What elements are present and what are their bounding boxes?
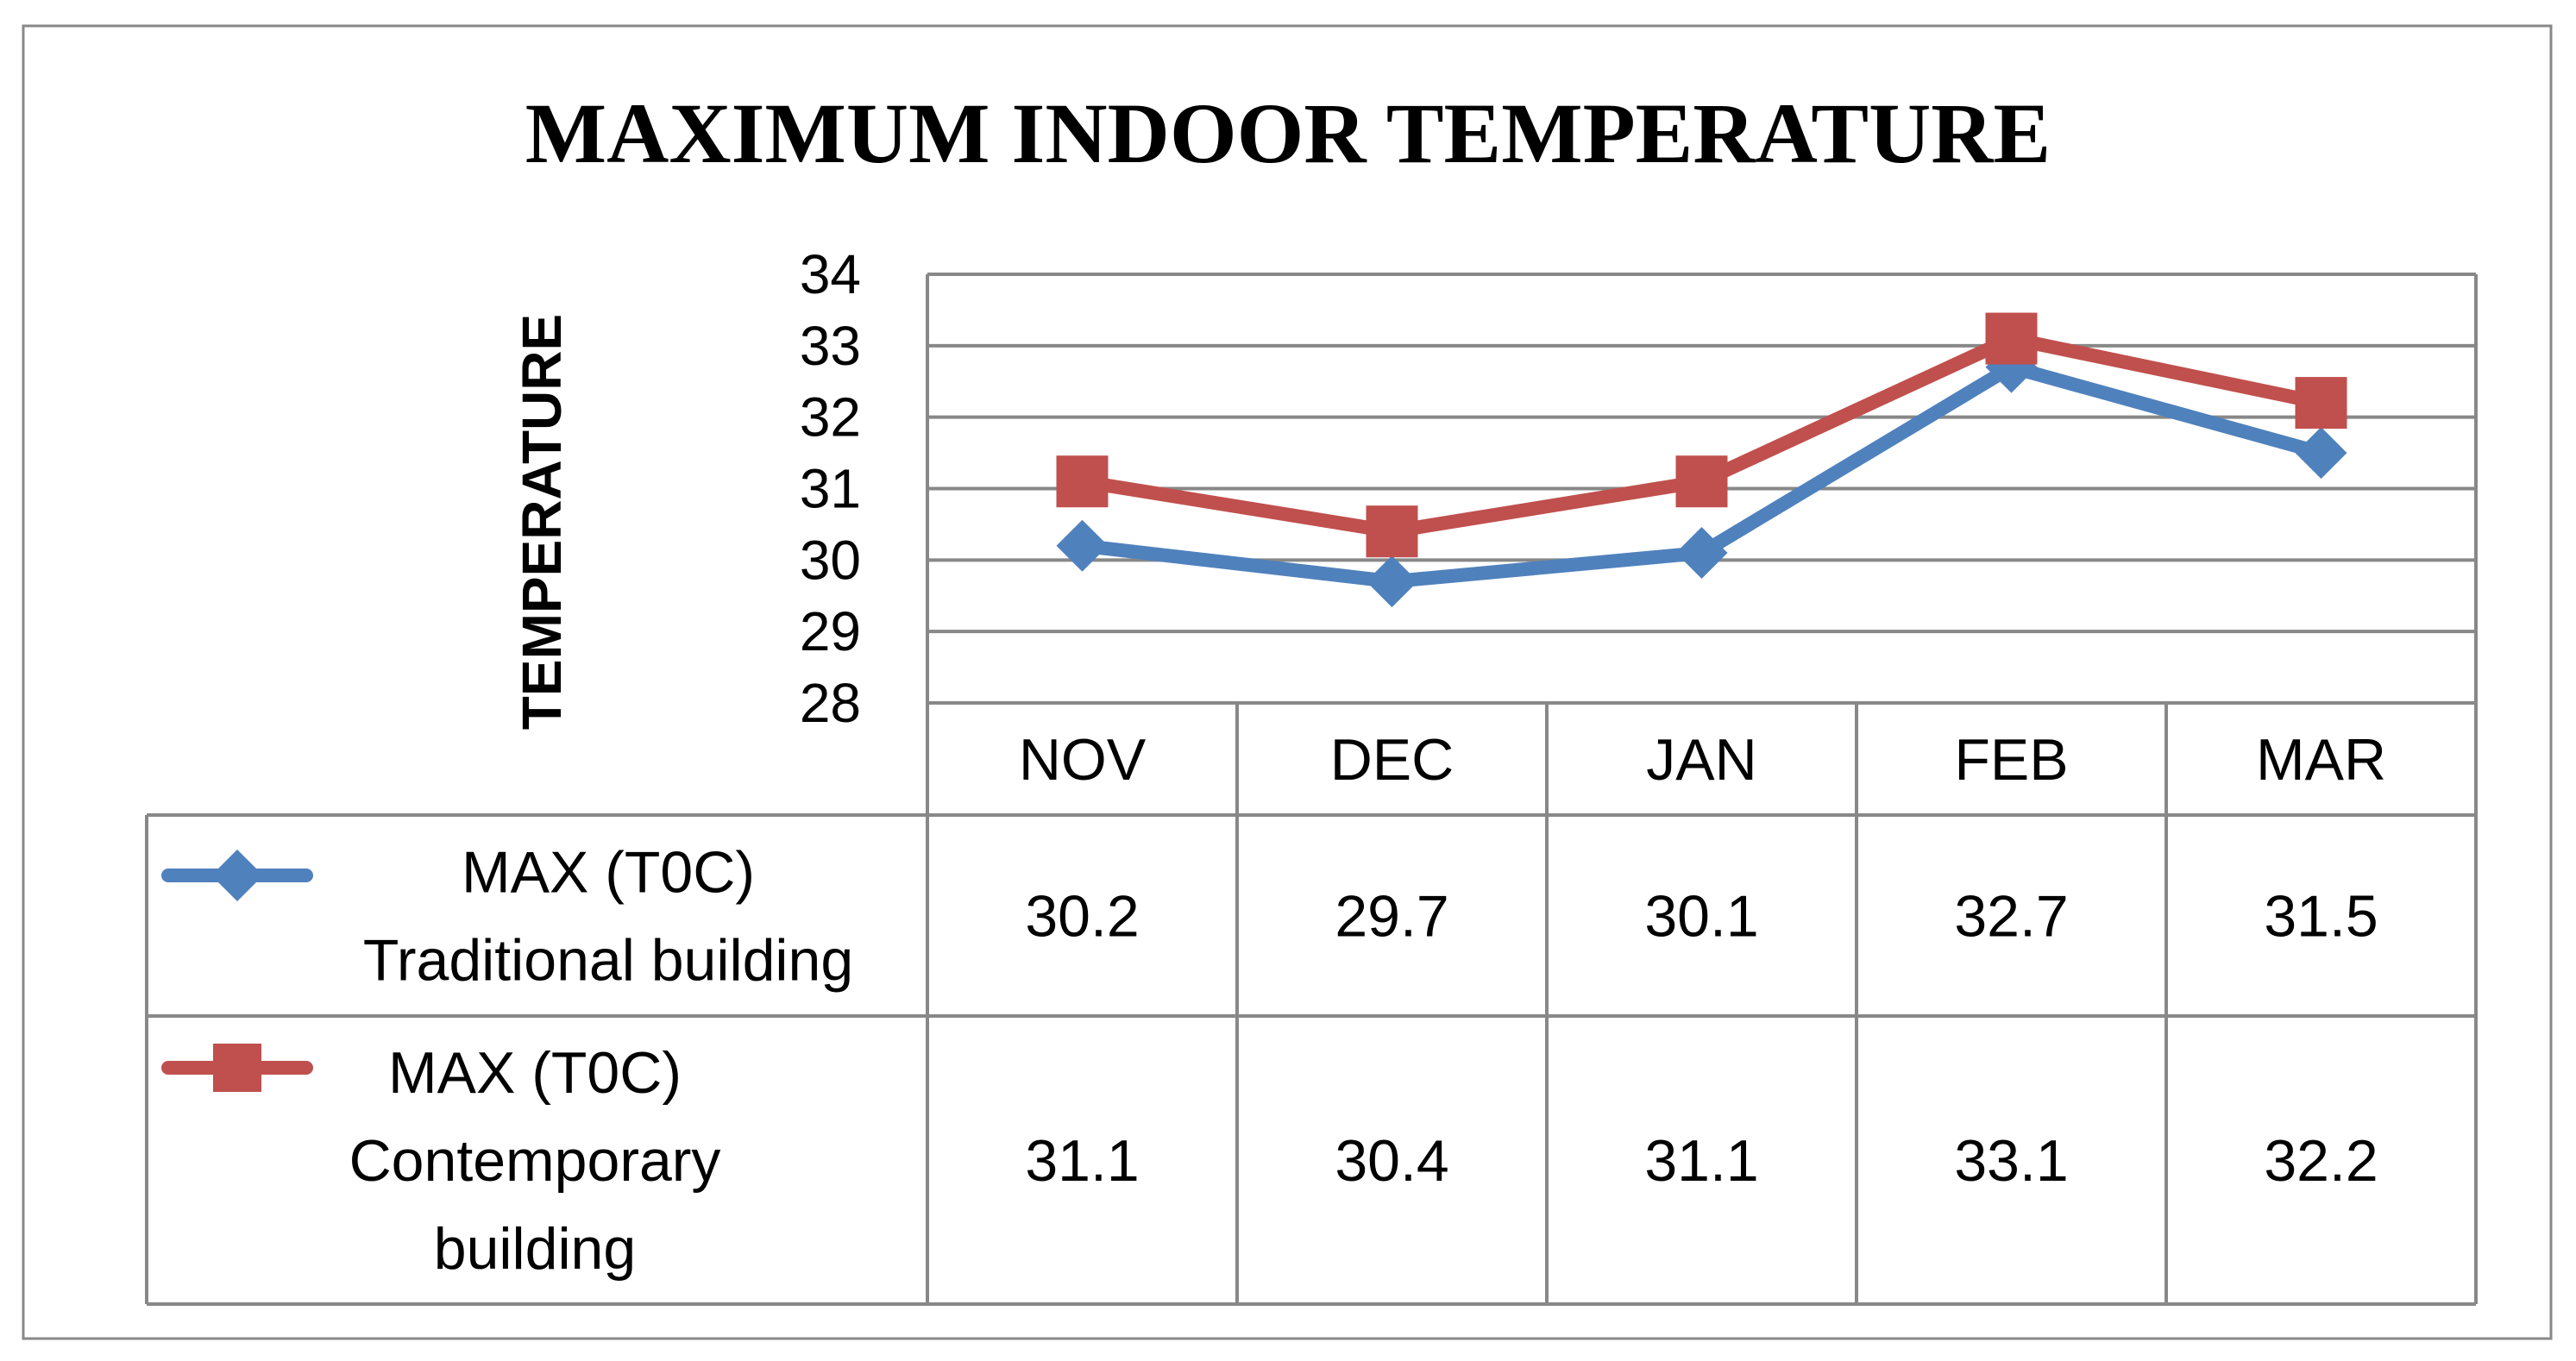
data-point-diamond <box>1056 519 1109 572</box>
category-label: DEC <box>1330 727 1454 793</box>
legend-label: Traditional building <box>363 928 853 994</box>
chart-border <box>22 24 2553 1340</box>
legend-label: Contemporary <box>349 1128 721 1194</box>
y-tick-label: 28 <box>800 672 861 734</box>
y-tick-label: 32 <box>800 386 861 448</box>
data-table-value: 31.1 <box>1025 1128 1139 1194</box>
y-tick-label: 34 <box>800 243 861 305</box>
data-table-value: 30.4 <box>1335 1128 1448 1194</box>
category-label: FEB <box>1954 727 2068 793</box>
legend-label: building <box>434 1216 636 1282</box>
category-label: MAR <box>2256 727 2386 793</box>
data-point-square <box>1366 505 1418 558</box>
legend-label: MAX (T0C) <box>462 840 755 906</box>
category-label: JAN <box>1646 727 1756 793</box>
data-point-diamond <box>1675 527 1728 580</box>
data-point-square <box>2295 377 2347 430</box>
legend-key-diamond-marker <box>211 850 263 901</box>
legend-label: MAX (T0C) <box>388 1040 682 1106</box>
y-axis-ticks: 28 29 30 31 32 33 34 <box>800 243 861 734</box>
chart-title: MAXIMUM INDOOR TEMPERATURE <box>525 85 2051 181</box>
data-table: NOV DEC JAN FEB MAR MAX (T0C) Traditional buil… <box>145 274 2478 1306</box>
data-table-value: 32.2 <box>2264 1128 2378 1194</box>
series-layer <box>1056 312 2347 608</box>
data-point-diamond <box>1366 555 1418 608</box>
data-point-square <box>1675 455 1728 508</box>
y-tick-label: 31 <box>800 458 861 520</box>
series-traditional <box>1056 341 2347 608</box>
data-table-value: 29.7 <box>1335 884 1448 950</box>
data-point-diamond <box>2295 427 2347 480</box>
data-table-value: 31.5 <box>2264 884 2378 950</box>
series-contemporary <box>1056 312 2347 558</box>
data-table-value: 31.1 <box>1644 1128 1758 1194</box>
data-point-square <box>1056 455 1109 508</box>
data-table-value: 30.1 <box>1644 884 1758 950</box>
data-table-value: 33.1 <box>1954 1128 2068 1194</box>
y-tick-label: 30 <box>800 529 861 591</box>
legend-entry: MAX (T0C) Traditional building <box>161 840 853 994</box>
y-tick-label: 29 <box>800 600 861 662</box>
data-point-square <box>1985 312 2038 365</box>
legend-entry: MAX (T0C) Contemporary building <box>161 1040 721 1282</box>
data-table-value: 32.7 <box>1954 884 2068 950</box>
y-tick-label: 33 <box>800 315 861 377</box>
y-axis-label: TEMPERATURE <box>511 314 573 730</box>
category-label: NOV <box>1019 727 1147 793</box>
legend-key-square-marker <box>213 1044 261 1092</box>
data-table-value: 30.2 <box>1025 884 1139 950</box>
